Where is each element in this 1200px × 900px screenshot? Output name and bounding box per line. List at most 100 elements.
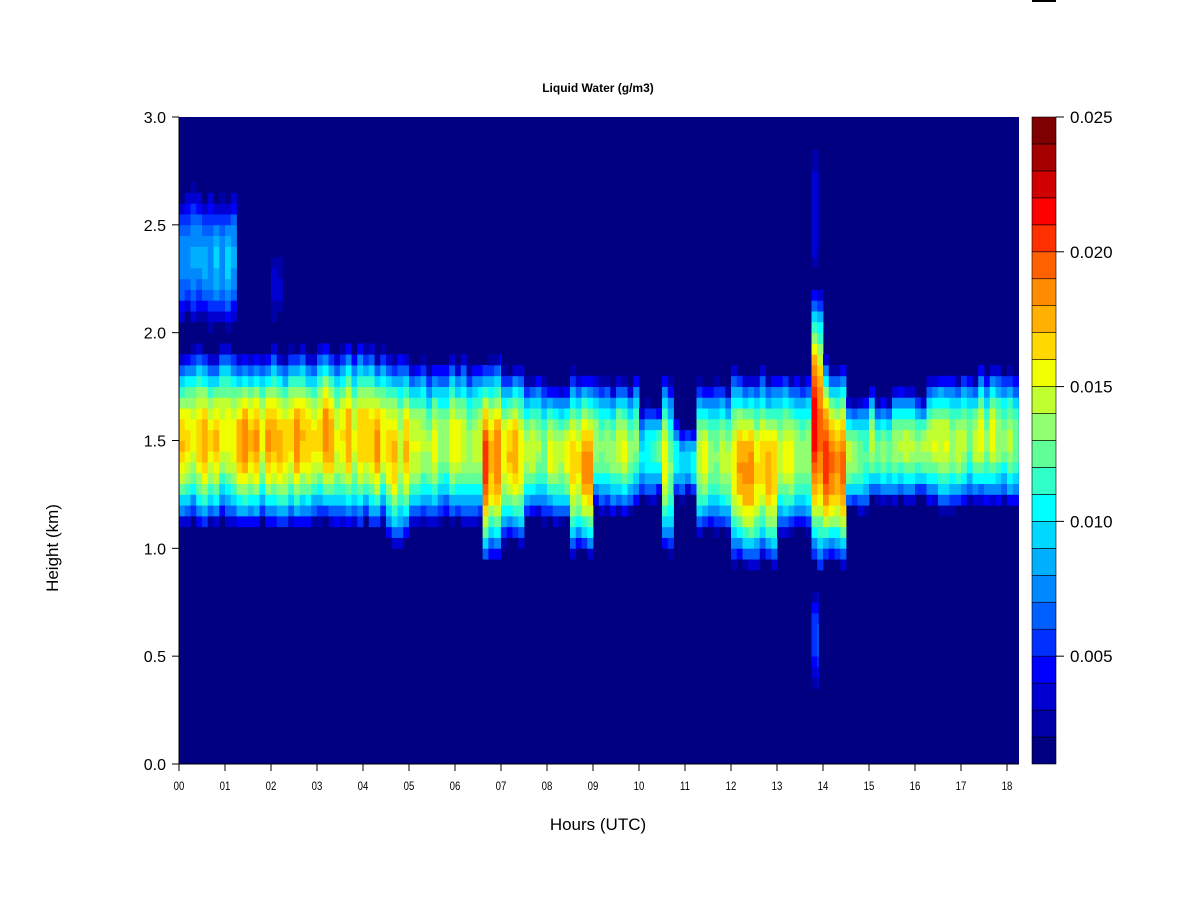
heatmap-cell	[466, 494, 473, 506]
heatmap-cell	[460, 408, 467, 420]
heatmap-cell	[949, 408, 956, 420]
heatmap-cell	[621, 418, 628, 431]
heatmap-cell	[840, 494, 847, 506]
heatmap-cell	[368, 429, 375, 441]
heatmap-cell	[754, 418, 761, 431]
heatmap-cell	[460, 354, 467, 366]
heatmap-cell	[840, 462, 847, 474]
heatmap-cell	[414, 505, 421, 517]
heatmap-cell	[972, 483, 979, 495]
heatmap-cell	[449, 483, 456, 495]
heatmap-cell	[840, 559, 847, 571]
heatmap-cell	[391, 515, 398, 528]
heatmap-cell	[288, 397, 295, 409]
heatmap-cell	[828, 548, 835, 560]
heatmap-cell	[886, 418, 893, 431]
heatmap-cell	[357, 418, 364, 431]
heatmap-cell	[984, 418, 991, 431]
heatmap-cell	[184, 278, 191, 290]
heatmap-cell	[437, 515, 444, 528]
heatmap-cell	[547, 429, 554, 441]
heatmap-cell	[604, 462, 611, 474]
heatmap-cell	[253, 354, 260, 366]
heatmap-cell	[771, 375, 778, 387]
heatmap-cell	[731, 440, 738, 452]
heatmap-cell	[639, 462, 646, 474]
heatmap-cell	[368, 483, 375, 495]
heatmap-cell	[667, 494, 674, 506]
heatmap-cell	[644, 494, 651, 506]
heatmap-cell	[863, 440, 870, 452]
heatmap-cell	[817, 235, 819, 247]
heatmap-cell	[466, 418, 473, 431]
heatmap-cell	[587, 515, 594, 528]
x-tick-label: 09	[588, 780, 599, 793]
heatmap-cell	[478, 440, 483, 452]
heatmap-cell	[575, 440, 582, 452]
heatmap-cell	[598, 418, 605, 431]
heatmap-cell	[328, 515, 335, 528]
heatmap-cell	[598, 494, 605, 506]
heatmap-cell	[627, 397, 634, 409]
heatmap-cell	[512, 515, 519, 528]
heatmap-cell	[213, 483, 220, 495]
heatmap-cell	[512, 365, 519, 377]
heatmap-cell	[414, 365, 421, 377]
heatmap-cell	[570, 418, 577, 431]
colorbar-tick-label: 0.025	[1070, 108, 1113, 127]
heatmap-cell	[731, 375, 738, 387]
heatmap-cell	[949, 494, 956, 506]
heatmap-cell	[926, 397, 933, 409]
heatmap-cell	[276, 267, 283, 280]
heatmap-cell	[202, 408, 209, 420]
heatmap-cell	[190, 483, 197, 495]
heatmap-cell	[558, 440, 565, 452]
heatmap-cell	[455, 429, 462, 441]
heatmap-cell	[219, 418, 226, 431]
heatmap-cell	[426, 472, 433, 485]
heatmap-cell	[587, 375, 594, 387]
x-tick-label: 05	[404, 780, 415, 793]
heatmap-cell	[340, 462, 347, 474]
heatmap-cell	[610, 397, 617, 409]
heatmap-cell	[179, 289, 186, 301]
heatmap-cell	[259, 462, 266, 474]
heatmap-cell	[961, 408, 968, 420]
heatmap-cell	[1001, 462, 1008, 474]
heatmap-cell	[271, 246, 278, 258]
heatmap-cell	[771, 505, 778, 517]
heatmap-cell	[202, 418, 209, 431]
heatmap-cell	[276, 300, 283, 312]
heatmap-cell	[276, 408, 283, 420]
heatmap-cell	[391, 440, 398, 452]
heatmap-cell	[499, 472, 502, 485]
heatmap-cell	[374, 375, 381, 387]
heatmap-cell	[230, 505, 237, 517]
heatmap-cell	[575, 429, 582, 441]
heatmap-cell	[1012, 408, 1019, 420]
heatmap-cell	[828, 526, 835, 538]
heatmap-cell	[558, 483, 565, 495]
heatmap-cell	[363, 462, 370, 474]
heatmap-cell	[466, 451, 473, 463]
heatmap-cell	[426, 365, 433, 377]
heatmap-cell	[811, 160, 818, 172]
heatmap-cell	[886, 483, 893, 495]
heatmap-cell	[391, 354, 398, 366]
heatmap-cell	[196, 278, 203, 290]
heatmap-cell	[334, 354, 341, 366]
heatmap-cell	[184, 418, 191, 431]
heatmap-cell	[593, 375, 600, 387]
heatmap-cell	[368, 365, 375, 377]
heatmap-cell	[391, 472, 398, 485]
heatmap-cell	[938, 472, 945, 485]
colorbar-swatch	[1031, 197, 1057, 226]
heatmap-cell	[938, 440, 945, 452]
heatmap-cell	[759, 462, 766, 474]
heatmap-cell	[501, 440, 508, 452]
heatmap-cell	[863, 483, 870, 495]
heatmap-cell	[817, 505, 824, 517]
heatmap-cell	[179, 386, 186, 398]
heatmap-cell	[242, 408, 249, 420]
heatmap-cell	[219, 408, 226, 420]
